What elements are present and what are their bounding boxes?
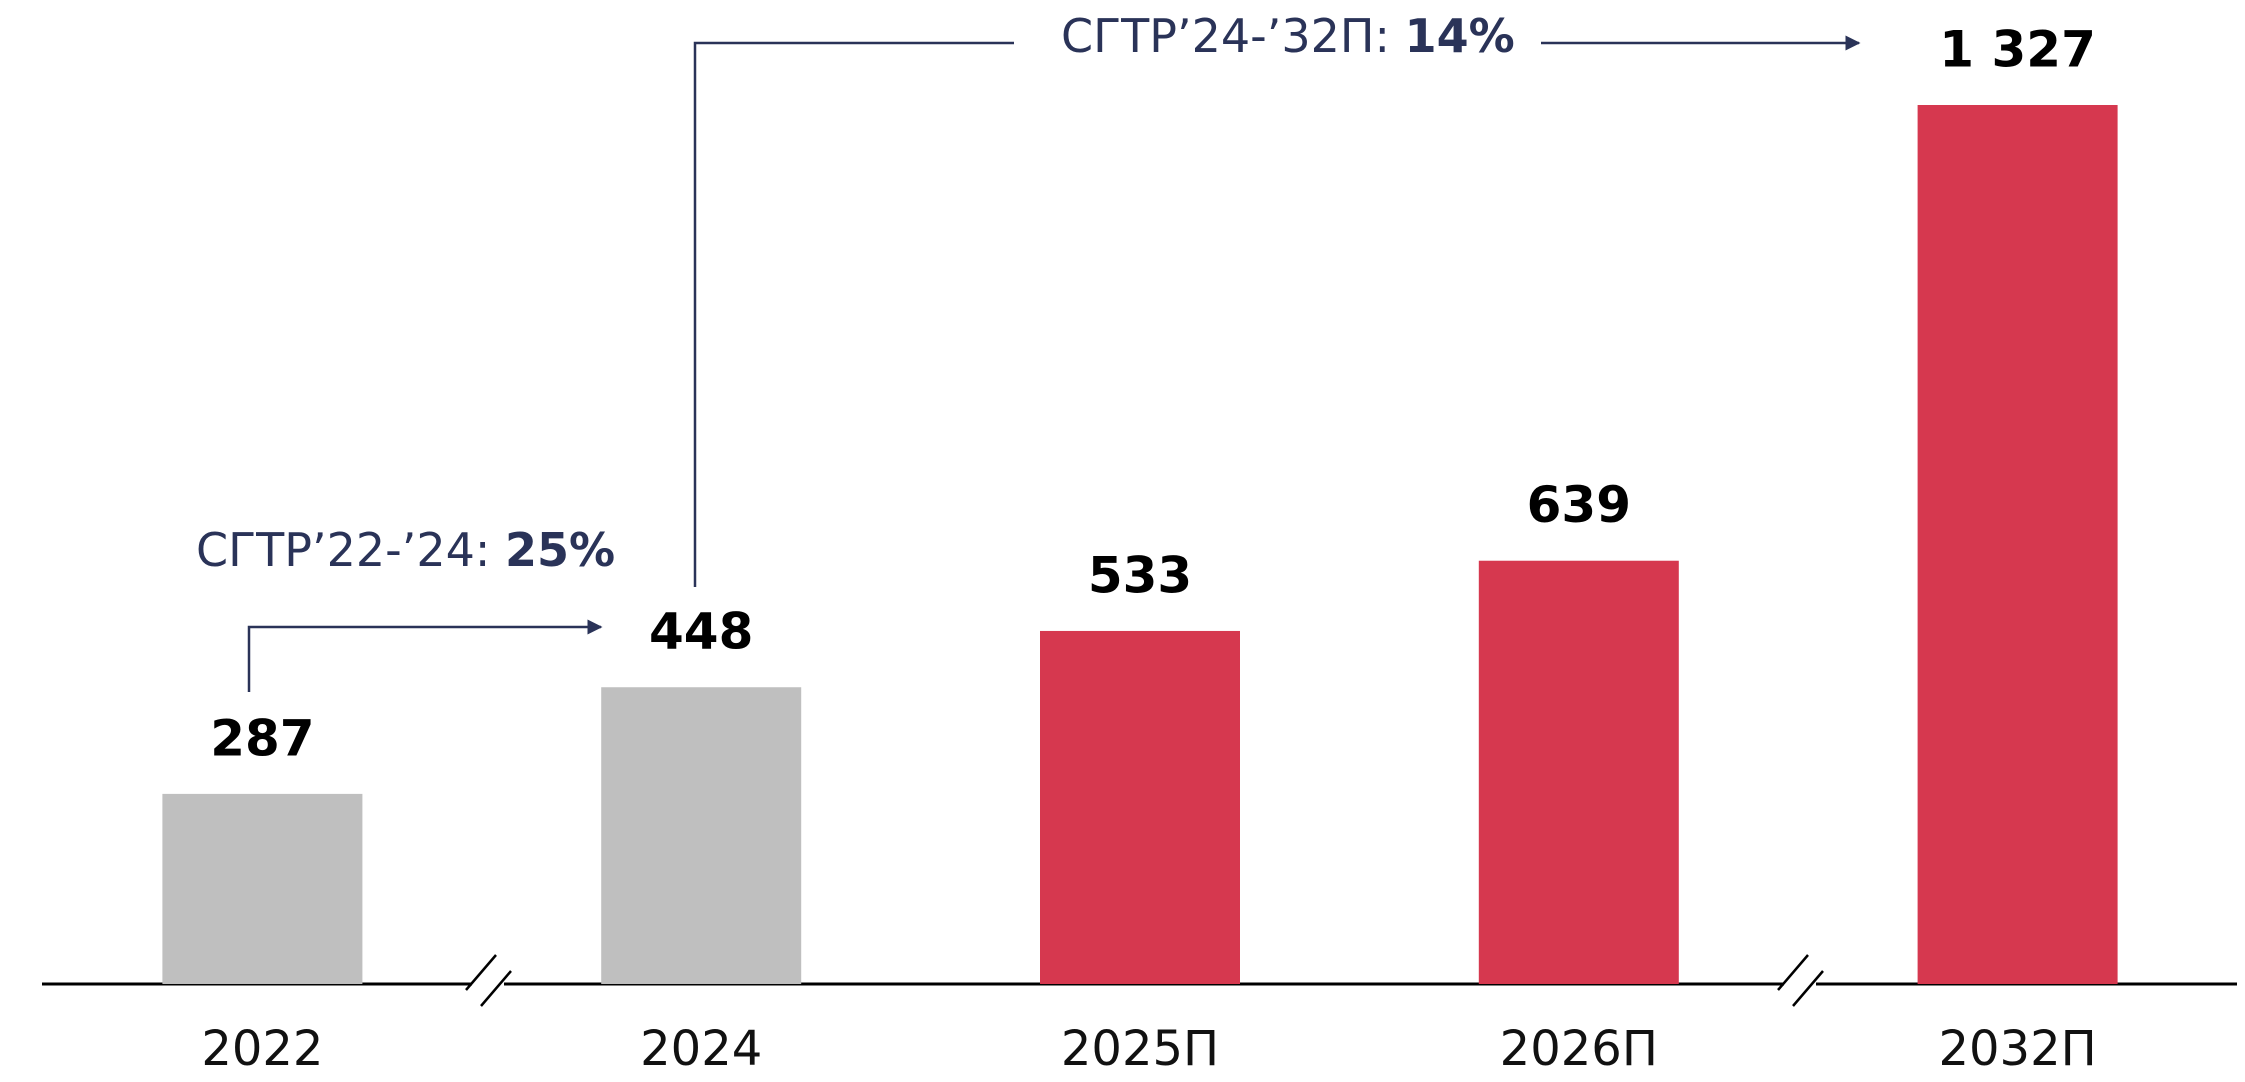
- x-tick-label: 2026П: [1500, 1021, 1658, 1077]
- x-tick-label: 2032П: [1938, 1021, 2096, 1077]
- value-label: 448: [649, 603, 753, 661]
- cagr-arrow: [247, 619, 603, 692]
- axis-break: [1777, 954, 1824, 1007]
- value-label: 533: [1088, 546, 1192, 604]
- bar: [162, 793, 363, 984]
- x-tick-label: 2022: [201, 1021, 323, 1077]
- value-label: 639: [1527, 476, 1631, 534]
- x-tick-label: 2025П: [1061, 1021, 1219, 1077]
- bar: [1478, 560, 1679, 984]
- annotation-value: 14%: [1405, 9, 1515, 63]
- value-label: 1 327: [1939, 21, 2096, 79]
- bar: [1040, 630, 1240, 984]
- value-label: 287: [210, 709, 314, 767]
- bar: [601, 687, 802, 984]
- x-tick-label: 2024: [640, 1021, 762, 1077]
- bar: [1917, 105, 2118, 984]
- axis-break: [465, 954, 512, 1007]
- cagr-connector: [693, 41, 1014, 587]
- annotation-text: СГТР’22-’24:: [196, 523, 505, 577]
- cagr-annotation: СГТР’24-’32П: 14%: [1061, 9, 1515, 63]
- annotation-text: СГТР’24-’32П:: [1061, 9, 1405, 63]
- annotation-value: 25%: [505, 523, 615, 577]
- cagr-annotation: СГТР’22-’24: 25%: [196, 523, 615, 577]
